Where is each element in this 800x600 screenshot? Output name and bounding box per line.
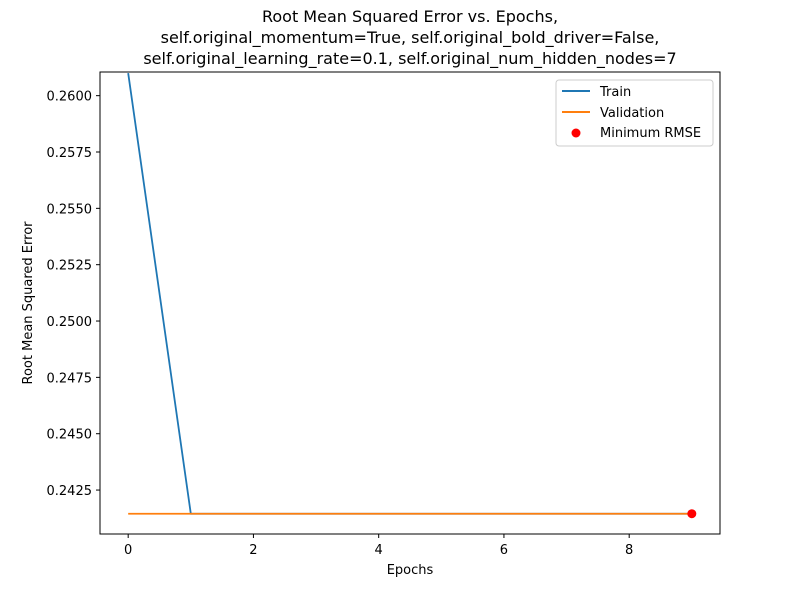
chart-title-line-2: self.original_momentum=True, self.origin… [161,28,660,48]
x-axis-ticks: 0 2 4 6 8 [124,534,633,558]
legend-swatch-minimum-rmse [571,128,581,138]
x-tick-label: 8 [625,543,633,558]
y-axis-ticks: 0.2425 0.2450 0.2475 0.2500 0.2525 0.2550 0.25… [47,90,100,499]
x-axis-label: Epochs [387,563,434,578]
x-tick-label: 4 [375,543,383,558]
x-tick-label: 2 [249,543,257,558]
minimum-rmse-point [687,509,697,519]
y-tick-label: 0.2425 [47,484,93,499]
legend-label-minimum-rmse: Minimum RMSE [600,126,701,141]
legend-label-validation: Validation [600,106,664,121]
y-tick-label: 0.2575 [47,146,93,161]
plot-frame [99,71,721,535]
marker-layer [687,509,697,519]
series-layer [127,73,692,515]
chart-title: Root Mean Squared Error vs. Epochs, self… [143,7,676,69]
chart-title-line-3: self.original_learning_rate=0.1, self.or… [143,49,676,69]
chart-title-line-1: Root Mean Squared Error vs. Epochs, [262,7,558,26]
y-tick-label: 0.2525 [47,259,93,274]
y-tick-label: 0.2450 [47,428,93,443]
y-axis-label: Root Mean Squared Error [21,221,36,385]
legend: Train Validation Minimum RMSE [555,79,714,147]
x-tick-label: 0 [124,543,132,558]
y-tick-label: 0.2500 [47,315,93,330]
y-tick-label: 0.2550 [47,202,93,217]
legend-box [555,79,714,147]
y-tick-label: 0.2600 [47,90,93,105]
y-tick-label: 0.2475 [47,371,93,386]
legend-label-train: Train [599,85,631,100]
x-tick-label: 6 [500,543,508,558]
plot-area [100,72,720,534]
